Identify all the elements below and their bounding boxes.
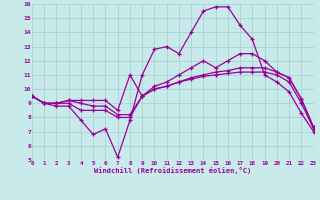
X-axis label: Windchill (Refroidissement éolien,°C): Windchill (Refroidissement éolien,°C) [94,167,252,174]
